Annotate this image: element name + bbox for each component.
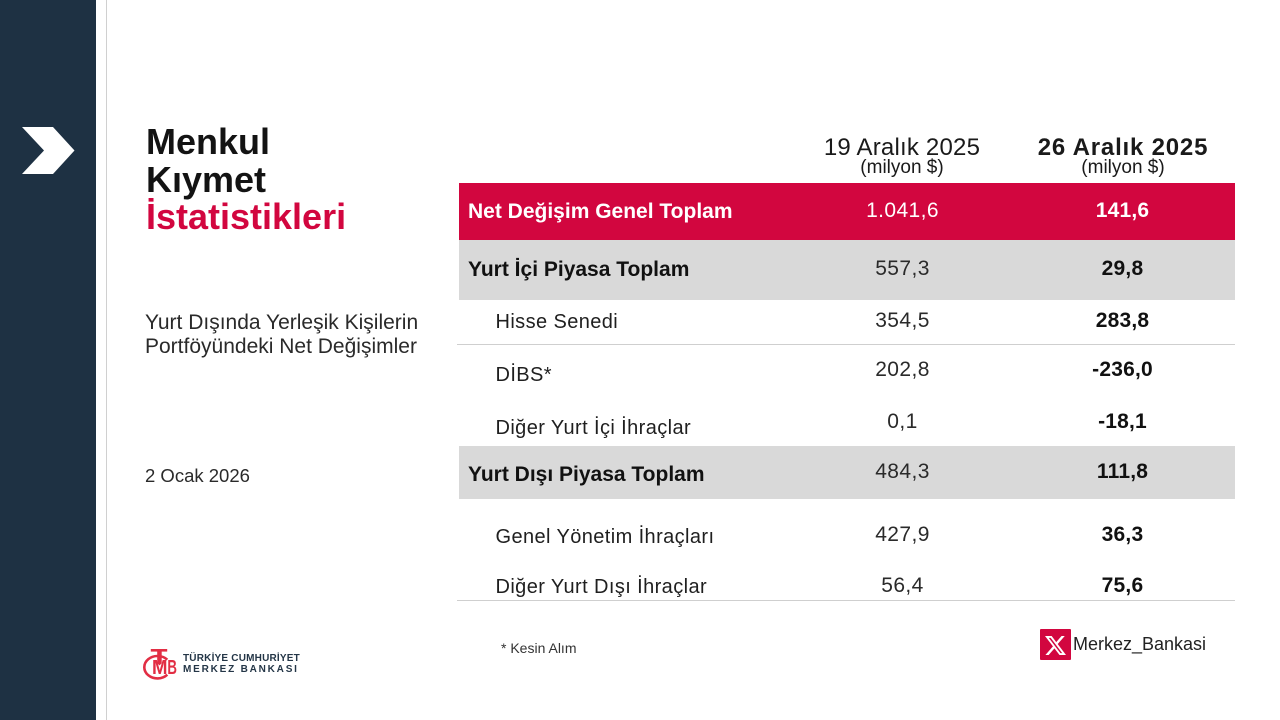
svg-text:B: B [167, 657, 177, 679]
svg-text:M: M [152, 657, 168, 679]
